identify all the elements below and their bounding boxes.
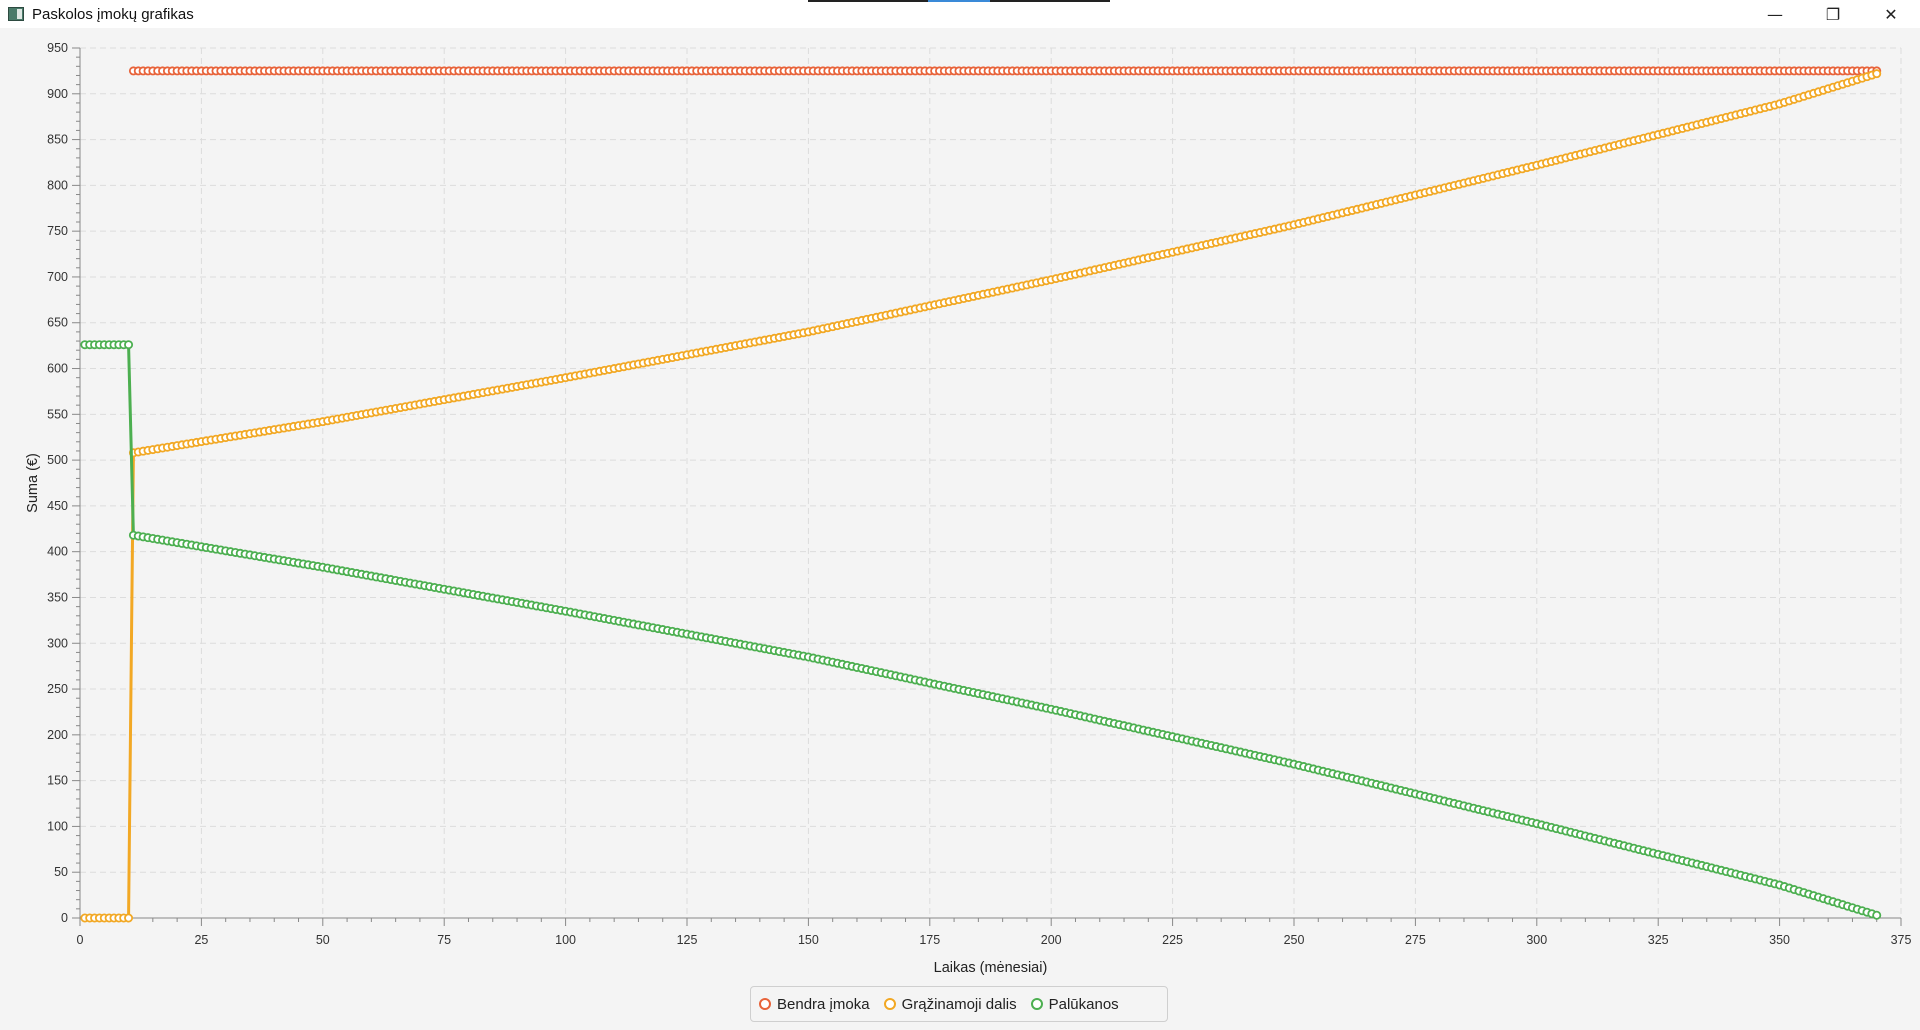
y-tick-label: 0 <box>61 911 68 925</box>
y-tick-label: 500 <box>47 453 68 467</box>
y-tick-label: 100 <box>47 819 68 833</box>
x-tick-label: 125 <box>677 933 698 947</box>
legend-marker-palukanos <box>1030 998 1043 1010</box>
chart-legend: Bendra įmoka Grąžinamoji dalis Palūkanos <box>750 986 1168 1022</box>
legend-item-grazinamoji[interactable]: Grąžinamoji dalis <box>883 995 1017 1013</box>
x-tick-label: 325 <box>1648 933 1669 947</box>
close-icon[interactable]: ✕ <box>1884 4 1898 24</box>
y-tick-label: 50 <box>54 865 68 879</box>
y-tick-label: 300 <box>47 636 68 650</box>
y-tick-label: 850 <box>47 133 68 147</box>
x-tick-label: 250 <box>1284 933 1305 947</box>
data-point[interactable] <box>124 340 134 350</box>
legend-label-bendra: Bendra įmoka <box>777 995 870 1013</box>
minimize-icon[interactable]: — <box>1767 4 1783 24</box>
series-2 <box>80 340 1882 920</box>
y-tick-label: 150 <box>47 774 68 788</box>
chart-series <box>80 66 1882 923</box>
legend-item-bendra[interactable]: Bendra įmoka <box>759 996 870 1013</box>
series-line <box>84 72 1878 920</box>
window-title: Paskolos įmokų grafikas <box>32 5 194 23</box>
y-tick-label: 800 <box>47 178 68 192</box>
y-tick-label: 600 <box>47 362 68 376</box>
data-point[interactable] <box>1872 910 1882 920</box>
y-tick-label: 400 <box>47 545 68 559</box>
x-tick-label: 175 <box>919 933 940 947</box>
y-tick-label: 750 <box>47 224 68 238</box>
y-tick-label: 450 <box>47 499 68 513</box>
data-point[interactable] <box>1872 69 1882 79</box>
x-tick-label: 25 <box>194 933 208 947</box>
x-tick-label: 75 <box>437 933 451 947</box>
series-1 <box>80 69 1882 923</box>
x-tick-label: 375 <box>1891 933 1912 947</box>
y-tick-label: 900 <box>47 87 68 101</box>
x-tick-label: 0 <box>77 933 84 947</box>
chart-axes: 0 25 50 75 100 125 150 175 200 225 250 275 300 325 350… <box>47 41 1911 947</box>
y-tick-label: 350 <box>47 590 68 604</box>
legend-marker-grazinamoji <box>883 998 896 1010</box>
data-point[interactable] <box>124 913 134 923</box>
app-icon <box>8 7 24 21</box>
y-tick-label: 250 <box>47 682 68 696</box>
legend-item-palukanos[interactable]: Palūkanos <box>1030 995 1119 1013</box>
x-tick-label: 100 <box>555 933 576 947</box>
x-tick-label: 300 <box>1526 933 1547 947</box>
x-tick-label: 350 <box>1769 933 1790 947</box>
taskbar-accent-highlight <box>928 0 990 2</box>
line-chart: 0 25 50 75 100 125 150 175 200 225 250 275 300 325 350… <box>25 41 1911 976</box>
x-tick-label: 150 <box>798 933 819 947</box>
restore-icon[interactable]: ❐ <box>1825 4 1841 24</box>
legend-marker-bendra <box>759 998 771 1010</box>
x-tick-label: 275 <box>1405 933 1426 947</box>
series-0 <box>128 66 1882 76</box>
legend-label-palukanos: Palūkanos <box>1048 995 1119 1013</box>
y-axis-label: Suma (€) <box>25 453 41 513</box>
y-tick-label: 650 <box>47 316 68 330</box>
chart-grid <box>80 47 1902 918</box>
title-bar: Paskolos įmokų grafikas — ❐ ✕ <box>0 0 1920 28</box>
y-tick-label: 700 <box>47 270 68 284</box>
x-tick-label: 225 <box>1162 933 1183 947</box>
x-tick-label: 200 <box>1041 933 1062 947</box>
series-line <box>84 343 1878 917</box>
y-tick-label: 200 <box>47 728 68 742</box>
window-controls: — ❐ ✕ <box>1746 0 1920 28</box>
x-tick-label: 50 <box>316 933 330 947</box>
y-tick-label: 550 <box>47 407 68 421</box>
legend-label-grazinamoji: Grąžinamoji dalis <box>901 995 1017 1013</box>
x-axis-label: Laikas (mėnesiai) <box>934 960 1048 976</box>
y-tick-label: 950 <box>47 41 68 55</box>
